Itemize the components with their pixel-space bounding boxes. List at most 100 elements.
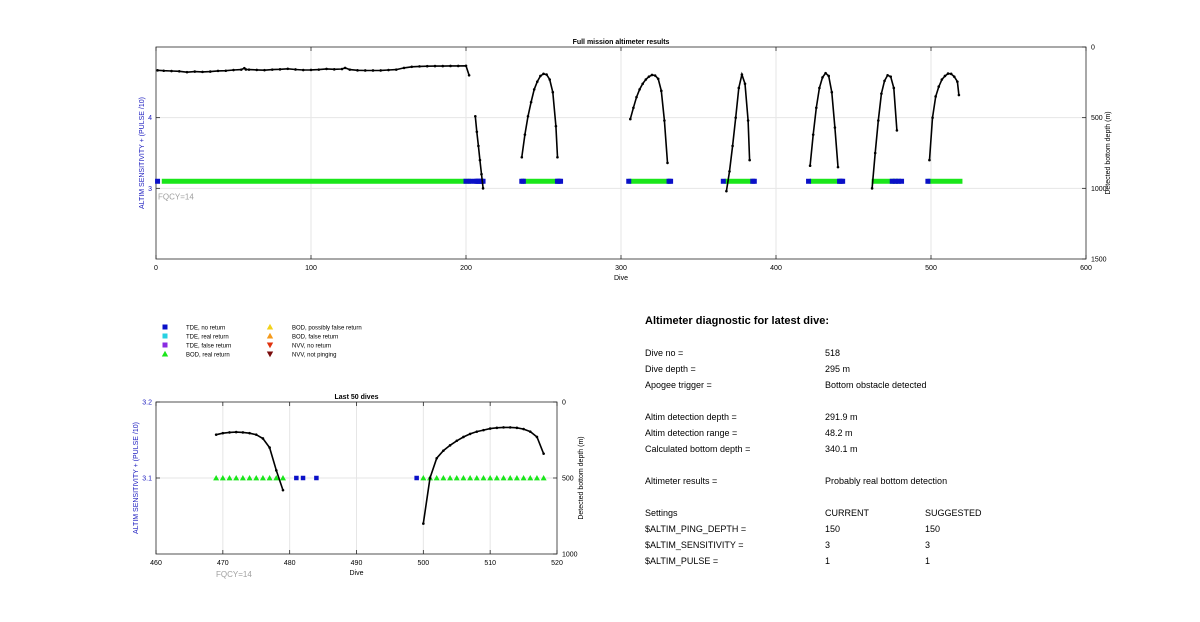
legend-square-marker <box>162 342 168 348</box>
bottom-depth-point <box>641 82 644 86</box>
dive-no-label: Dive no = <box>645 348 684 358</box>
altim-detection-range-label: Altim detection range = <box>645 428 738 438</box>
bod-real-return-marker <box>493 475 500 481</box>
chart-title: Last 50 dives <box>335 394 379 401</box>
calculated-bottom-depth-label: Calculated bottom depth = <box>645 444 751 454</box>
bod-real-return-marker <box>273 475 280 481</box>
bottom-depth-point <box>632 106 635 110</box>
bottom-depth-point <box>474 114 477 118</box>
x-tick-label: 500 <box>417 560 429 567</box>
tde-no-return-marker <box>668 178 674 184</box>
bod-real-return-marker <box>279 475 286 481</box>
setting-name: $ALTIM_PING_DEPTH = <box>645 524 747 534</box>
tde-no-return-marker <box>889 178 895 184</box>
bod-real-return-marker <box>809 178 840 184</box>
bottom-depth-point <box>428 476 432 480</box>
bottom-depth-point <box>301 68 305 72</box>
tde-no-return-marker <box>720 178 726 184</box>
legend-triangle-marker <box>266 351 274 358</box>
bod-real-return-marker <box>219 475 226 481</box>
bottom-depth-point <box>728 170 731 173</box>
setting-suggested: 1 <box>925 556 931 566</box>
bottom-depth-point <box>241 431 245 434</box>
diagnostic-row: Calculated bottom depth = 340.1 m <box>645 444 1165 458</box>
bod-real-return-marker <box>487 475 494 481</box>
bottom-depth-point <box>239 68 243 71</box>
bottom-depth-point <box>340 67 344 71</box>
altim-detection-depth-value: 291.9 m <box>825 412 858 422</box>
tde-no-return-marker <box>155 178 161 184</box>
bottom-depth-point <box>725 189 728 193</box>
bottom-depth-point <box>185 70 189 74</box>
bottom-depth-point <box>551 90 555 94</box>
bottom-depth-point <box>216 69 220 73</box>
legend-triangle-marker <box>266 342 274 349</box>
bottom-depth-point <box>880 92 883 95</box>
bottom-depth-point <box>529 100 533 104</box>
bottom-depth-point <box>488 427 492 430</box>
bod-real-return-marker <box>440 475 447 481</box>
bottom-depth-point <box>502 426 505 429</box>
bottom-depth-line <box>157 64 470 76</box>
bottom-depth-line <box>725 71 751 192</box>
settings-row: $ALTIM_SENSITIVITY = 3 3 <box>645 540 1165 554</box>
tde-no-return-marker <box>468 178 474 184</box>
x-tick-label: 490 <box>351 560 363 567</box>
legend-label: BOD, false return <box>292 334 338 340</box>
bottom-depth-point <box>193 70 197 73</box>
settings-row: $ALTIM_PING_DEPTH = 150 150 <box>645 524 1165 538</box>
bottom-depth-point <box>734 116 737 119</box>
fqcy-annotation: FQCY=14 <box>158 192 194 201</box>
setting-suggested: 3 <box>925 540 931 550</box>
y-left-tick-label: 3 <box>148 186 152 193</box>
y-right-axis-label: Detected bottom depth (m) <box>1105 111 1112 194</box>
bottom-depth-point <box>435 456 439 460</box>
bottom-depth-point <box>539 74 542 78</box>
diagnostic-row: Dive no = 518 <box>645 348 1165 362</box>
bottom-depth-point <box>545 73 548 76</box>
y-right-tick-label: 500 <box>1091 115 1103 122</box>
apogee-trigger-value: Bottom obstacle detected <box>825 380 927 390</box>
bottom-depth-point <box>394 68 398 71</box>
bottom-depth-point <box>343 66 347 70</box>
bottom-depth-point <box>937 85 941 88</box>
diagnostic-row: Altim detection range = 48.2 m <box>645 428 1165 442</box>
bottom-depth-point <box>317 68 321 71</box>
legend-triangle-marker <box>161 350 169 357</box>
legend-label: TDE, no return <box>186 325 225 331</box>
bottom-depth-point <box>275 469 278 472</box>
bottom-depth-point <box>418 65 421 68</box>
bottom-depth-point <box>232 68 235 72</box>
bottom-depth-point <box>873 151 877 155</box>
altim-detection-range-value: 48.2 m <box>825 428 853 438</box>
bottom-depth-point <box>422 522 425 525</box>
bottom-depth-point <box>228 431 231 434</box>
bod-real-return-marker <box>246 475 253 481</box>
bod-real-return-marker <box>540 475 547 481</box>
bottom-depth-point <box>448 444 452 447</box>
bottom-depth-point <box>410 65 414 69</box>
bottom-depth-point <box>956 80 959 83</box>
bottom-depth-point <box>442 449 445 452</box>
bottom-depth-point <box>162 69 166 73</box>
bottom-depth-point <box>456 64 460 68</box>
bod-real-return-marker <box>259 475 266 481</box>
legend-label: TDE, real return <box>186 334 229 340</box>
tde-no-return-marker <box>840 178 846 184</box>
settings-header-row: Settings CURRENT SUGGESTED <box>645 508 1165 522</box>
x-tick-label: 470 <box>217 560 229 567</box>
bottom-depth-point <box>477 144 480 148</box>
fqcy-annotation: FQCY=14 <box>216 570 252 579</box>
bottom-depth-point <box>441 64 445 68</box>
bottom-depth-point <box>548 78 551 81</box>
bottom-depth-point <box>638 88 641 91</box>
bod-real-return-marker <box>500 475 507 481</box>
x-tick-label: 480 <box>284 560 296 567</box>
bottom-depth-point <box>244 68 248 71</box>
y-right-tick-label: 500 <box>562 476 574 483</box>
bod-real-return-marker <box>213 475 220 481</box>
bottom-depth-point <box>234 430 238 434</box>
bod-real-return-marker <box>513 475 520 481</box>
setting-current: 3 <box>825 540 831 550</box>
